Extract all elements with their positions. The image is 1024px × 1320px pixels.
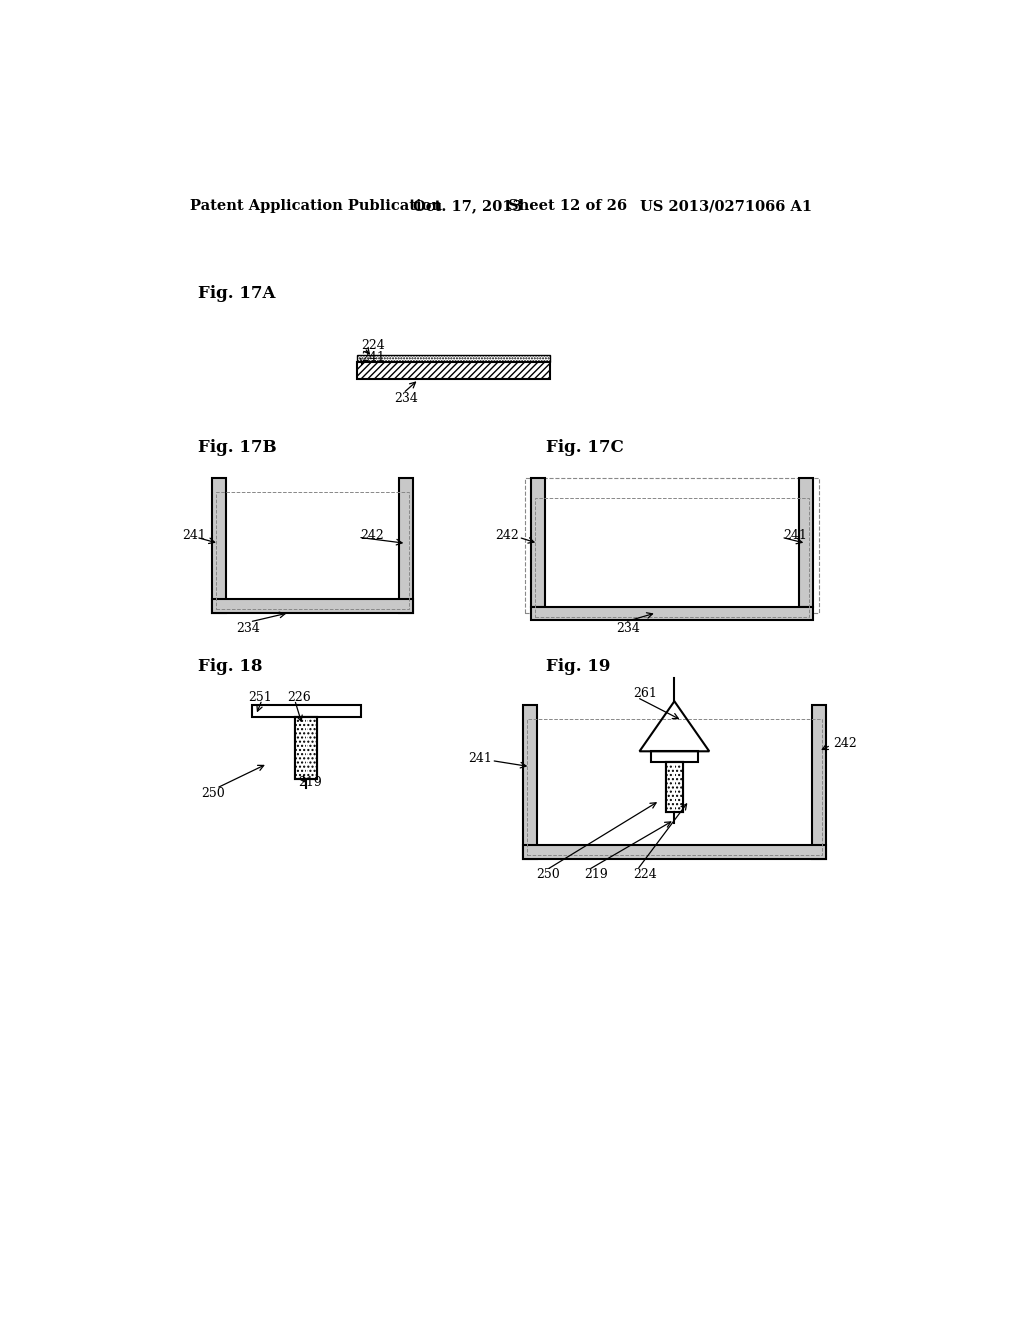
Text: 241: 241: [361, 351, 385, 363]
Text: Fig. 17B: Fig. 17B: [198, 438, 276, 455]
Text: 242: 242: [360, 529, 384, 543]
Text: 226: 226: [287, 690, 310, 704]
Bar: [399, 478, 414, 612]
Text: US 2013/0271066 A1: US 2013/0271066 A1: [640, 199, 812, 213]
Bar: [356, 363, 550, 379]
Text: 224: 224: [361, 339, 385, 352]
Text: Fig. 17C: Fig. 17C: [547, 438, 625, 455]
Bar: [651, 751, 697, 762]
Bar: [531, 607, 813, 620]
Text: 250: 250: [537, 869, 560, 880]
Text: Fig. 17A: Fig. 17A: [198, 285, 275, 302]
Bar: [524, 478, 819, 612]
Bar: [356, 355, 550, 363]
Bar: [295, 718, 317, 779]
Text: 234: 234: [616, 622, 640, 635]
Text: 219: 219: [299, 776, 323, 788]
Text: Sheet 12 of 26: Sheet 12 of 26: [508, 199, 627, 213]
Text: Fig. 18: Fig. 18: [198, 659, 262, 675]
Bar: [307, 719, 317, 777]
Bar: [675, 763, 683, 810]
Bar: [535, 498, 809, 616]
Bar: [212, 599, 414, 612]
Bar: [296, 719, 306, 777]
Bar: [812, 705, 825, 859]
Bar: [667, 763, 675, 810]
Bar: [523, 845, 825, 859]
Bar: [295, 718, 317, 779]
Bar: [527, 719, 821, 855]
Text: 261: 261: [633, 686, 657, 700]
Bar: [216, 492, 410, 609]
Text: 250: 250: [202, 787, 225, 800]
Bar: [531, 478, 545, 607]
Text: 242: 242: [834, 737, 857, 750]
Text: 241: 241: [468, 752, 493, 766]
Text: 241: 241: [182, 529, 206, 543]
Bar: [252, 705, 360, 718]
Bar: [523, 705, 538, 859]
Text: 251: 251: [248, 690, 272, 704]
Text: Patent Application Publication: Patent Application Publication: [190, 199, 442, 213]
Text: Fig. 19: Fig. 19: [547, 659, 611, 675]
Text: 224: 224: [633, 869, 657, 880]
Bar: [799, 478, 813, 607]
Text: 241: 241: [783, 529, 807, 543]
Text: Oct. 17, 2013: Oct. 17, 2013: [414, 199, 523, 213]
Text: 234: 234: [394, 392, 419, 405]
Bar: [212, 478, 225, 612]
Bar: [666, 762, 683, 812]
Text: 234: 234: [237, 622, 260, 635]
Bar: [666, 762, 683, 812]
Text: 219: 219: [584, 869, 607, 880]
Text: 242: 242: [496, 529, 519, 543]
